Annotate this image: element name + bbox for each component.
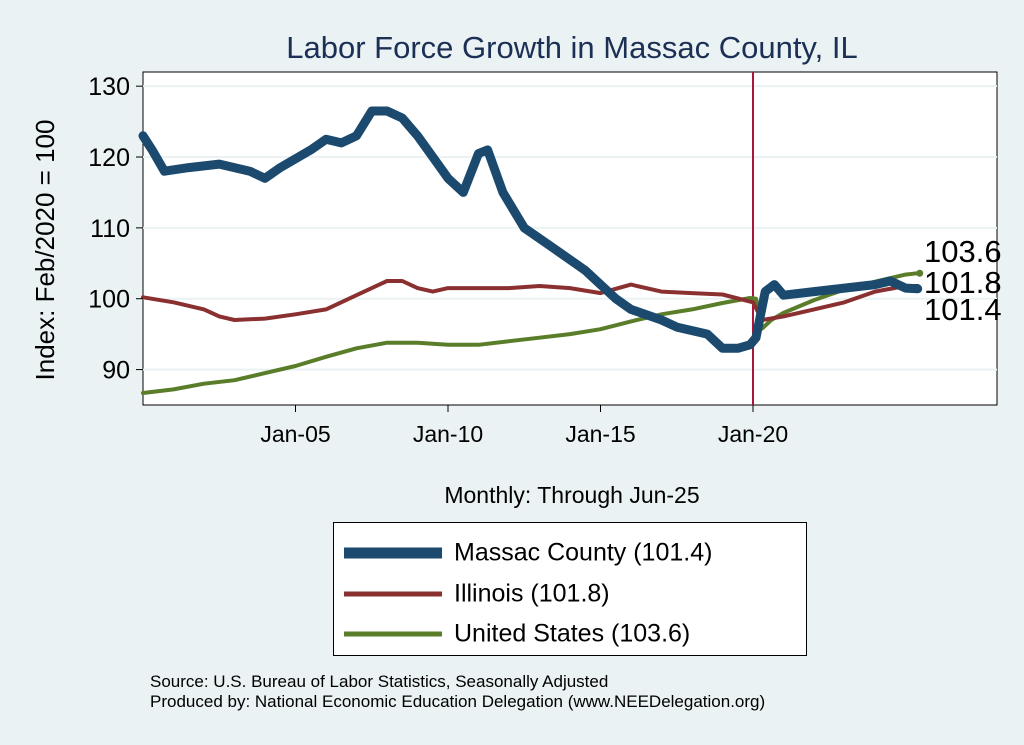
y-axis-label: Index: Feb/2020 = 100	[30, 120, 60, 381]
legend-label-illinois: Illinois (101.8)	[454, 579, 610, 608]
legend-label-united-states: United States (103.6)	[454, 619, 691, 648]
legend-swatch-massac	[344, 547, 442, 559]
series-end-marker	[916, 269, 924, 277]
end-label-illinois: 101.8	[924, 265, 1002, 300]
x-tick-label: Jan-10	[413, 421, 483, 447]
legend-item-illinois: Illinois (101.8)	[334, 574, 806, 614]
source-line: Source: U.S. Bureau of Labor Statistics,…	[150, 672, 609, 691]
axes: 90 100 110 120 130 Jan-05 Jan-10 Jan-15 Jan-20	[88, 73, 788, 447]
producer-line: Produced by: National Economic Education…	[150, 692, 766, 711]
y-tick-label: 130	[88, 73, 130, 101]
x-axis-label: Monthly: Through Jun-25	[444, 482, 699, 508]
legend-swatch-illinois	[344, 591, 442, 597]
legend-item-massac: Massac County (101.4)	[334, 533, 806, 573]
x-tick-label: Jan-15	[565, 421, 635, 447]
chart-title: Labor Force Growth in Massac County, IL	[286, 30, 857, 65]
legend: Massac County (101.4) Illinois (101.8) U…	[333, 522, 807, 656]
x-tick-label: Jan-05	[260, 421, 330, 447]
legend-label-massac: Massac County (101.4)	[454, 538, 713, 567]
x-tick-label: Jan-20	[718, 421, 788, 447]
plot-area	[142, 71, 998, 406]
source-note: Source: U.S. Bureau of Labor Statistics,…	[150, 672, 765, 712]
series-line-illinois	[141, 279, 920, 322]
series-line-united-states	[141, 271, 920, 395]
y-tick-label: 100	[88, 286, 130, 314]
y-tick-label: 90	[102, 357, 130, 385]
y-tick-label: 110	[90, 215, 130, 243]
end-label-massac: 101.4	[924, 292, 1002, 327]
legend-item-united-states: United States (103.6)	[334, 614, 806, 654]
series-group	[138, 106, 924, 395]
end-label-united-states: 103.6	[924, 234, 1002, 269]
y-tick-label: 120	[88, 144, 130, 172]
series-line-massac	[138, 106, 923, 353]
legend-swatch-united-states	[344, 631, 442, 637]
